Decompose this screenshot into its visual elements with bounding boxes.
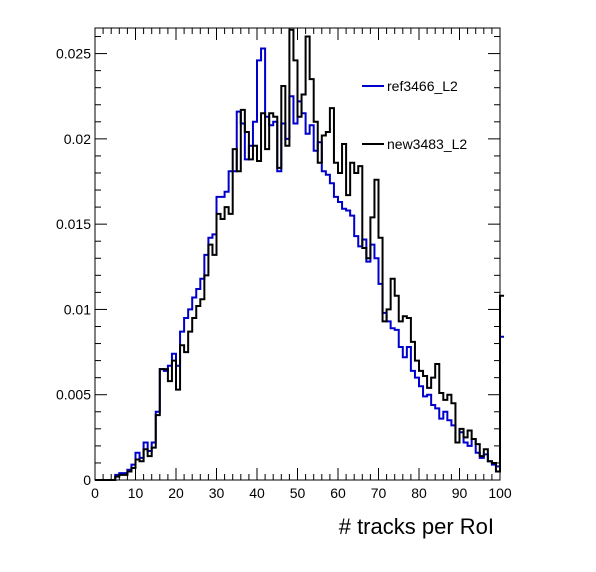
y-tick-label: 0.015 [56,216,91,232]
x-tick-label: 100 [488,485,512,501]
x-tick-label: 0 [91,485,99,501]
x-tick-label: 70 [371,485,387,501]
legend: ref3466_L2 new3483_L2 [362,78,467,152]
y-tick-label: 0.02 [64,131,91,147]
y-tick-label: 0.01 [64,301,91,317]
x-tick-label: 30 [209,485,225,501]
x-tick-label: 40 [249,485,265,501]
x-tick-label: 50 [290,485,306,501]
x-tick-label: 60 [330,485,346,501]
x-tick-label: 80 [411,485,427,501]
x-axis-title: # tracks per RoI [339,514,494,539]
legend-label-1: new3483_L2 [387,136,467,152]
series-line-1 [95,28,505,481]
x-tick-label: 90 [452,485,468,501]
x-tick-label: 20 [168,485,184,501]
axis-layer: 0 10 20 30 40 50 60 70 80 90 100 0 0.005 0.01 0.015 0.0… [56,28,512,501]
x-tick-label: 10 [128,485,144,501]
series-layer [95,28,505,481]
legend-label-0: ref3466_L2 [387,78,458,94]
y-tick-label: 0 [83,472,91,488]
y-tick-label: 0.025 [56,46,91,62]
y-tick-label: 0.005 [56,387,91,403]
